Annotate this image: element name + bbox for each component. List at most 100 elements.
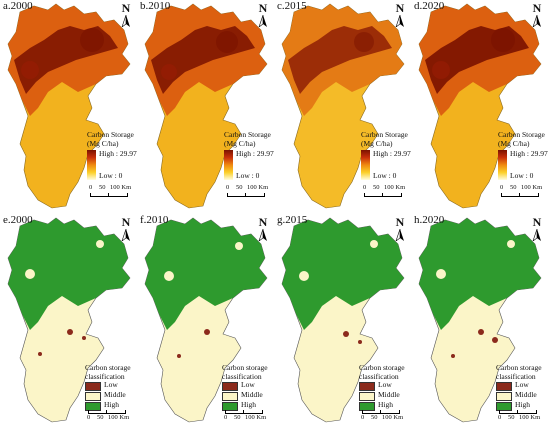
north-arrow-icon: N — [255, 2, 271, 32]
class-legend-title: Carbon storage — [85, 363, 131, 372]
scale-tick-2: 100 Km — [519, 414, 541, 421]
carbon-classification-map — [144, 217, 268, 423]
carbon-storage-map — [281, 3, 405, 209]
class-legend-subtitle: classification — [222, 371, 262, 381]
legend-unit: (Mg C/ha) — [224, 138, 256, 148]
legend-unit: (Mg C/ha) — [498, 138, 530, 148]
scale-tick-1: 50 — [97, 414, 104, 421]
storage-legend: Carbon Storage (Mg C/ha) High : 29.97 Lo… — [361, 130, 411, 182]
legend-item-low: Low — [359, 380, 411, 391]
map-panel-classification: g.2015 N Carbon storage classification L… — [274, 214, 411, 427]
class-legend: Carbon storage classification Low Middle… — [359, 363, 411, 411]
color-ramp — [361, 150, 370, 180]
legend-high: High : 29.97 — [99, 149, 137, 158]
carbon-storage-map — [7, 3, 131, 209]
legend-high: High : 29.97 — [510, 149, 548, 158]
legend-unit: (Mg C/ha) — [87, 138, 119, 148]
map-panel-classification: e.2000 N Carbon storage classification L… — [0, 214, 137, 427]
scale-tick-2: 100 Km — [245, 414, 267, 421]
scale-tick-0: 0 — [224, 414, 228, 421]
scale-tick-1: 50 — [508, 414, 515, 421]
map-panel-storage: a.2000 N Carbon Storage (Mg C/ha) High :… — [0, 0, 137, 213]
legend-item-middle: Middle — [222, 390, 274, 401]
scale-tick-0: 0 — [363, 184, 367, 191]
north-label: N — [395, 215, 405, 229]
legend-item-middle: Middle — [359, 390, 411, 401]
scale-tick-1: 50 — [371, 414, 378, 421]
scale-tick-2: 100 Km — [382, 414, 404, 421]
legend-low: Low : 0 — [236, 171, 260, 180]
scale-tick-0: 0 — [498, 414, 502, 421]
north-label: N — [532, 1, 542, 15]
color-ramp — [498, 150, 507, 180]
north-label: N — [532, 215, 542, 229]
scale-tick-2: 100 Km — [110, 184, 132, 191]
north-label: N — [395, 1, 405, 15]
scale-tick-0: 0 — [361, 414, 365, 421]
scale-tick-1: 50 — [99, 184, 106, 191]
north-arrow-icon: N — [392, 216, 408, 246]
legend-item-low: Low — [85, 380, 137, 391]
north-label: N — [121, 215, 131, 229]
scale-tick-1: 50 — [373, 184, 380, 191]
scale-tick-2: 100 Km — [247, 184, 269, 191]
carbon-storage-map — [144, 3, 268, 209]
carbon-classification-map — [281, 217, 405, 423]
scale-tick-0: 0 — [500, 184, 504, 191]
north-arrow-icon: N — [392, 2, 408, 32]
scale-tick-1: 50 — [236, 184, 243, 191]
scale-tick-1: 50 — [234, 414, 241, 421]
scale-tick-2: 100 Km — [521, 184, 543, 191]
color-ramp — [87, 150, 96, 180]
scale-tick-1: 50 — [510, 184, 517, 191]
panel-label: d.2020 — [414, 0, 445, 12]
panel-label: f.2010 — [140, 214, 169, 226]
north-arrow-icon: N — [255, 216, 271, 246]
scale-bar: 0 50 100 Km — [87, 410, 136, 424]
class-legend-subtitle: classification — [85, 371, 125, 381]
panel-label: g.2015 — [277, 214, 308, 226]
scale-tick-0: 0 — [226, 184, 230, 191]
class-legend-title: Carbon storage — [359, 363, 405, 372]
storage-legend: Carbon Storage (Mg C/ha) High : 29.97 Lo… — [87, 130, 137, 182]
panel-label: a.2000 — [3, 0, 33, 12]
scale-tick-0: 0 — [89, 184, 93, 191]
scale-bar: 0 50 100 Km — [224, 410, 273, 424]
class-legend: Carbon storage classification Low Middle… — [222, 363, 274, 411]
storage-legend: Carbon Storage (Mg C/ha) High : 29.97 Lo… — [498, 130, 548, 182]
map-panel-storage: d.2020 N Carbon Storage (Mg C/ha) High :… — [411, 0, 548, 213]
legend-unit: (Mg C/ha) — [361, 138, 393, 148]
map-panel-storage: c.2015 N Carbon Storage (Mg C/ha) High :… — [274, 0, 411, 213]
map-panel-classification: h.2020 N Carbon storage classification L… — [411, 214, 548, 427]
legend-high: High : 29.97 — [236, 149, 274, 158]
legend-high: High : 29.97 — [373, 149, 411, 158]
north-arrow-icon: N — [529, 2, 545, 32]
scale-bar: 0 50 100 Km — [89, 184, 136, 200]
scale-bar: 0 50 100 Km — [500, 184, 547, 200]
class-legend-title: Carbon storage — [222, 363, 268, 372]
panel-label: b.2010 — [140, 0, 171, 12]
class-legend-subtitle: classification — [496, 371, 536, 381]
legend-low: Low : 0 — [510, 171, 534, 180]
map-panel-classification: f.2010 N Carbon storage classification L… — [137, 214, 274, 427]
north-label: N — [121, 1, 131, 15]
storage-legend: Carbon Storage (Mg C/ha) High : 29.97 Lo… — [224, 130, 274, 182]
legend-item-middle: Middle — [85, 390, 137, 401]
legend-item-low: Low — [496, 380, 548, 391]
legend-low: Low : 0 — [99, 171, 123, 180]
class-legend: Carbon storage classification Low Middle… — [496, 363, 548, 411]
class-legend-subtitle: classification — [359, 371, 399, 381]
north-arrow-icon: N — [118, 2, 134, 32]
class-legend: Carbon storage classification Low Middle… — [85, 363, 137, 411]
north-label: N — [258, 1, 268, 15]
scale-tick-2: 100 Km — [108, 414, 130, 421]
north-arrow-icon: N — [118, 216, 134, 246]
carbon-classification-map — [418, 217, 542, 423]
north-label: N — [258, 215, 268, 229]
carbon-classification-map — [7, 217, 131, 423]
scale-tick-2: 100 Km — [384, 184, 406, 191]
scale-bar: 0 50 100 Km — [363, 184, 410, 200]
color-ramp — [224, 150, 233, 180]
legend-item-low: Low — [222, 380, 274, 391]
north-arrow-icon: N — [529, 216, 545, 246]
